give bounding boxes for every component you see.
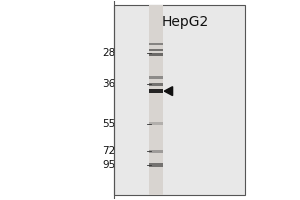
- Text: 55: 55: [103, 119, 116, 129]
- FancyBboxPatch shape: [114, 5, 245, 195]
- Text: 36: 36: [103, 79, 116, 89]
- Text: 95: 95: [103, 160, 116, 170]
- Text: HepG2: HepG2: [162, 15, 209, 29]
- Text: 28: 28: [103, 48, 116, 58]
- FancyBboxPatch shape: [149, 76, 163, 79]
- Text: 72: 72: [103, 146, 116, 156]
- FancyBboxPatch shape: [149, 49, 163, 51]
- FancyBboxPatch shape: [149, 163, 163, 167]
- FancyBboxPatch shape: [149, 83, 163, 86]
- FancyBboxPatch shape: [149, 122, 163, 125]
- FancyBboxPatch shape: [149, 89, 163, 93]
- Polygon shape: [164, 87, 172, 96]
- FancyBboxPatch shape: [148, 5, 164, 195]
- FancyBboxPatch shape: [149, 43, 163, 45]
- FancyBboxPatch shape: [149, 53, 163, 56]
- FancyBboxPatch shape: [149, 150, 163, 153]
